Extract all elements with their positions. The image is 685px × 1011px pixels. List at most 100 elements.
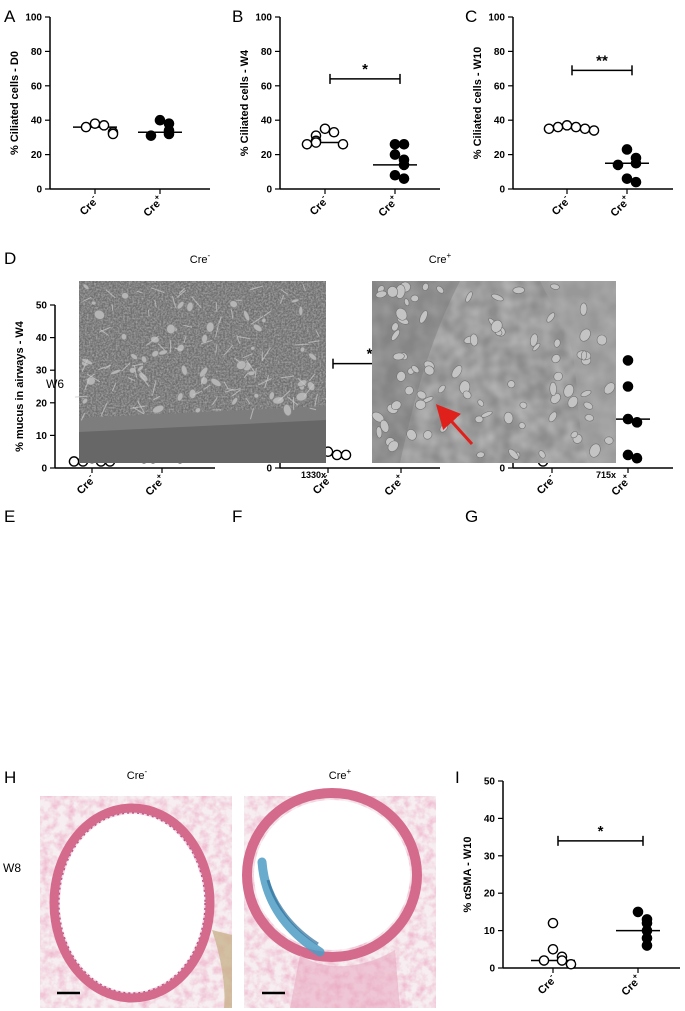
x-tick-label-g: Cre- bbox=[533, 471, 559, 497]
data-point-b bbox=[389, 138, 401, 150]
y-tick-label-f: 0 bbox=[266, 464, 272, 475]
y-tick-label-e: 30 bbox=[36, 366, 48, 377]
data-point-i bbox=[632, 906, 644, 918]
histology-image-cre-minus bbox=[40, 796, 232, 1008]
data-point-g bbox=[622, 449, 634, 461]
data-point-g bbox=[631, 452, 643, 464]
data-point-c bbox=[543, 123, 555, 135]
y-tick-label-i: 0 bbox=[489, 964, 495, 975]
panel-letter-a: A bbox=[4, 7, 16, 26]
data-point-c bbox=[630, 176, 642, 188]
data-point-b bbox=[398, 138, 410, 150]
sem-image-cre-minus bbox=[74, 281, 326, 463]
x-tick-label-c: Cre- bbox=[548, 192, 574, 218]
y-tick-label-b: 80 bbox=[261, 47, 273, 58]
data-point-g bbox=[622, 381, 634, 392]
data-point-b bbox=[319, 123, 331, 135]
y-tick-label-a: 80 bbox=[31, 47, 43, 58]
data-point-a bbox=[163, 128, 175, 140]
y-tick-label-a: 20 bbox=[31, 150, 43, 161]
data-point-c bbox=[612, 159, 624, 171]
y-tick-label-a: 100 bbox=[25, 13, 42, 24]
x-tick-label-b: Cre- bbox=[306, 192, 332, 218]
data-point-i bbox=[547, 917, 559, 929]
x-tick-label-b: Cre+ bbox=[374, 192, 401, 219]
y-tick-label-b: 0 bbox=[266, 185, 272, 196]
y-tick-label-i: 50 bbox=[484, 777, 496, 788]
y-tick-label-e: 0 bbox=[41, 464, 47, 475]
y-axis-label-i: % αSMA - W10 bbox=[462, 836, 474, 912]
data-point-a bbox=[89, 118, 101, 129]
data-point-f bbox=[340, 449, 352, 461]
panel-letter-g: G bbox=[465, 507, 478, 526]
data-point-i bbox=[556, 955, 568, 966]
panel-letter-i: I bbox=[455, 768, 460, 787]
data-point-c bbox=[570, 121, 582, 133]
data-point-b bbox=[337, 138, 349, 150]
data-point-e bbox=[68, 456, 80, 467]
x-tick-label-f: Cre+ bbox=[380, 471, 407, 498]
y-tick-label-b: 100 bbox=[255, 13, 272, 24]
panel-a-chart: 0 20 40 60 80 100 % Ciliated cells - D0 Cre- Cre… bbox=[9, 13, 210, 219]
x-tick-label-i: Cre+ bbox=[617, 971, 644, 998]
x-tick-label-e: Cre- bbox=[73, 471, 99, 497]
y-tick-label-a: 40 bbox=[31, 116, 43, 127]
x-tick-label-a: Cre+ bbox=[139, 192, 166, 219]
data-point-b bbox=[389, 149, 401, 160]
data-point-c bbox=[561, 120, 573, 131]
y-tick-label-a: 60 bbox=[31, 81, 43, 92]
x-tick-label-a: Cre- bbox=[76, 192, 102, 218]
data-point-c bbox=[621, 144, 633, 155]
y-tick-label-b: 60 bbox=[261, 81, 273, 92]
panel-h-histology: Cre- Cre+ W8 bbox=[3, 767, 436, 1008]
y-tick-label-c: 0 bbox=[499, 185, 505, 196]
y-tick-label-e: 40 bbox=[36, 333, 48, 344]
panel-letter-e: E bbox=[4, 507, 15, 526]
panel-h-row-label: W8 bbox=[3, 861, 21, 875]
data-point-i bbox=[547, 944, 559, 955]
significance-label-f: * bbox=[367, 346, 373, 363]
panel-c-chart: 0 20 40 60 80 100 % Ciliated cells - W10 Cre- Cr… bbox=[472, 13, 673, 219]
significance-label-i: * bbox=[598, 823, 604, 840]
panel-h-title-cre-plus: Cre+ bbox=[329, 767, 352, 782]
y-tick-label-e: 20 bbox=[36, 398, 48, 409]
data-point-f bbox=[331, 449, 343, 461]
data-point-g bbox=[622, 355, 634, 366]
panel-d-title-cre-minus: Cre- bbox=[190, 251, 211, 266]
data-point-b bbox=[389, 169, 401, 181]
y-axis-label-a: % Ciliated cells - D0 bbox=[9, 51, 21, 155]
data-point-a bbox=[107, 128, 119, 140]
y-tick-label-e: 50 bbox=[36, 301, 48, 312]
y-tick-label-i: 10 bbox=[484, 926, 496, 937]
data-point-b bbox=[310, 137, 322, 148]
y-tick-label-i: 40 bbox=[484, 814, 496, 825]
y-tick-label-c: 100 bbox=[488, 13, 505, 24]
data-point-b bbox=[398, 173, 410, 184]
panel-letter-c: C bbox=[465, 7, 477, 26]
data-point-a bbox=[80, 121, 92, 133]
significance-label-c: ** bbox=[596, 52, 608, 69]
data-point-b bbox=[301, 138, 313, 150]
data-point-c bbox=[552, 121, 564, 133]
panel-d-micrographs: Cre- Cre+ W6 1330x 715x bbox=[46, 251, 616, 480]
y-tick-label-c: 60 bbox=[494, 81, 506, 92]
panel-i-chart: 0 10 20 30 40 50 % αSMA - W10 Cre- Cre+ * bbox=[462, 777, 680, 998]
y-tick-label-c: 20 bbox=[494, 150, 506, 161]
y-tick-label-i: 30 bbox=[484, 851, 496, 862]
x-tick-label-i: Cre- bbox=[534, 971, 560, 997]
y-tick-label-b: 20 bbox=[261, 150, 273, 161]
y-tick-label-c: 80 bbox=[494, 47, 506, 58]
panel-b-chart: 0 20 40 60 80 100 % Ciliated cells - W4 Cre- Cre… bbox=[239, 13, 440, 219]
data-point-b bbox=[328, 126, 340, 138]
data-point-i bbox=[565, 958, 577, 970]
panel-d-magnification-left: 1330x bbox=[301, 470, 326, 480]
panel-d-title-cre-plus: Cre+ bbox=[429, 251, 452, 266]
panel-d-row-label: W6 bbox=[46, 377, 64, 391]
data-point-a bbox=[154, 114, 166, 126]
panel-letter-b: B bbox=[232, 7, 243, 26]
y-tick-label-c: 40 bbox=[494, 116, 506, 127]
data-point-a bbox=[98, 120, 110, 131]
data-point-i bbox=[538, 955, 550, 966]
data-point-c bbox=[588, 125, 600, 136]
